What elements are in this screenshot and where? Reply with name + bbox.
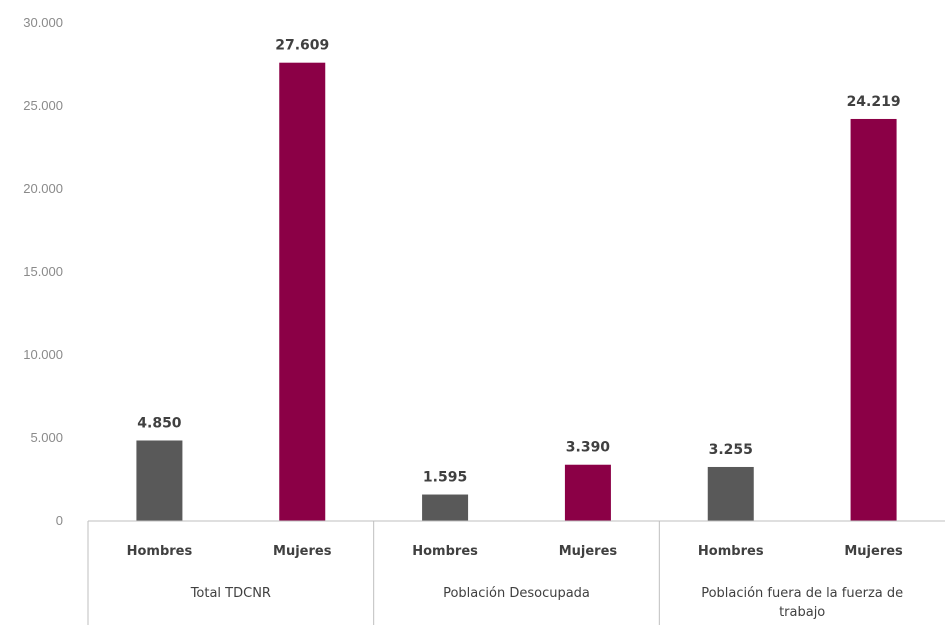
- x-category-label: Mujeres: [559, 544, 618, 559]
- y-axis: 0 5.000 10.000 15.000 20.000 25.000 30.000: [23, 15, 63, 528]
- x-category-label: Mujeres: [273, 544, 332, 559]
- bar-mujeres: [564, 464, 611, 521]
- x-category-label: Hombres: [127, 544, 193, 559]
- bar-mujeres: [850, 118, 897, 521]
- x-axis: Hombres Mujeres Total TDCNR Hombres Mujeres P…: [87, 520, 945, 625]
- x-group-label: Población fuera de la fuerza de: [701, 586, 903, 601]
- bar-hombres: [422, 494, 469, 521]
- data-label: 27.609: [275, 38, 329, 54]
- x-group-label: Total TDCNR: [190, 586, 271, 601]
- x-category-label: Mujeres: [844, 544, 903, 559]
- x-group-label: trabajo: [779, 605, 825, 620]
- y-tick-label: 15.000: [23, 264, 63, 279]
- y-tick-label: 20.000: [23, 181, 63, 196]
- y-tick-label: 0: [56, 513, 63, 528]
- data-label: 1.595: [423, 470, 467, 486]
- y-tick-label: 30.000: [23, 15, 63, 30]
- data-label: 24.219: [847, 94, 901, 110]
- bars: 4.850 27.609 1.595 3.390 3.255 24.219: [136, 38, 901, 521]
- bar-hombres: [707, 466, 754, 521]
- y-tick-label: 5.000: [30, 430, 63, 445]
- data-label: 3.255: [709, 442, 753, 458]
- y-tick-label: 25.000: [23, 98, 63, 113]
- x-group-label: Población Desocupada: [443, 586, 590, 601]
- x-category-label: Hombres: [412, 544, 478, 559]
- y-tick-label: 10.000: [23, 347, 63, 362]
- x-category-label: Hombres: [698, 544, 764, 559]
- bar-hombres: [136, 440, 183, 521]
- bar-mujeres: [279, 62, 326, 521]
- data-label: 4.850: [137, 415, 182, 431]
- data-label: 3.390: [566, 440, 611, 456]
